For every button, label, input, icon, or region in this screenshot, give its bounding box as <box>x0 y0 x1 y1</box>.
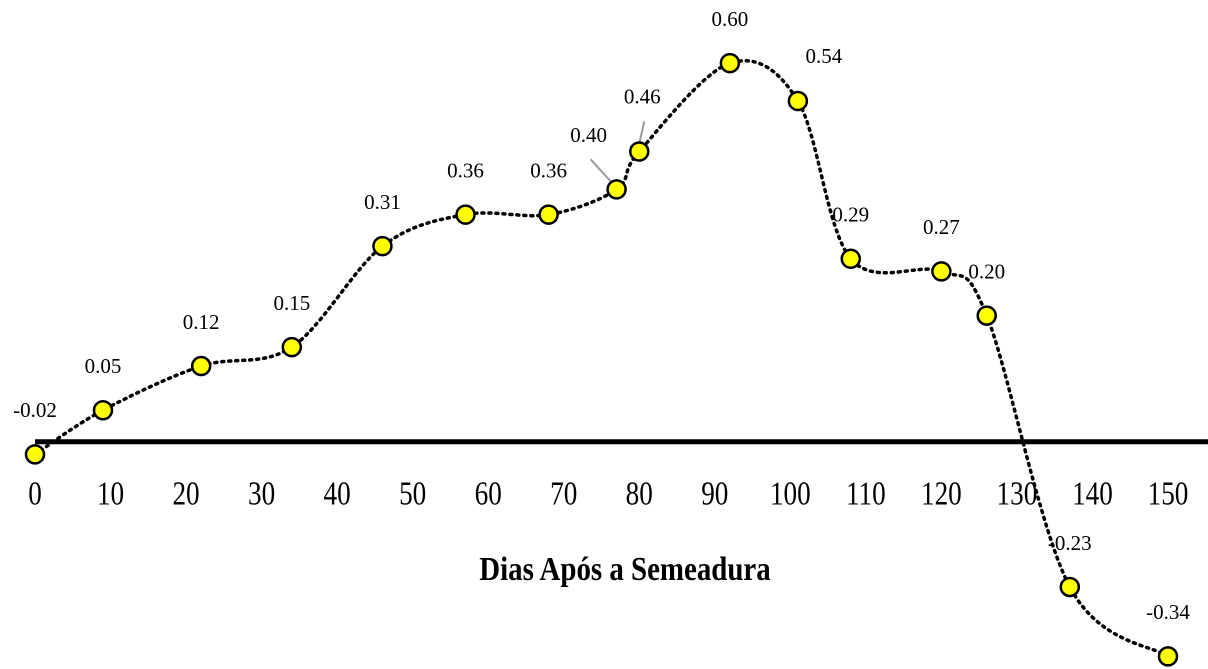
x-tick-label: 130 <box>997 475 1038 513</box>
data-label: 0.60 <box>712 7 749 31</box>
point <box>281 336 303 358</box>
data-label: -0.23 <box>1048 531 1092 555</box>
data-label: 0.31 <box>364 190 401 214</box>
data-label: 0.20 <box>968 259 1005 283</box>
x-axis-label: Dias Após a Semeadura <box>479 550 771 588</box>
point <box>606 179 627 200</box>
data-label: -0.34 <box>1146 600 1190 624</box>
point <box>629 141 650 162</box>
data-label: 0.05 <box>85 354 122 378</box>
x-tick-label: 50 <box>399 475 426 513</box>
x-tick-label: 110 <box>846 475 886 513</box>
point <box>190 355 212 377</box>
x-tick-label: 150 <box>1148 475 1189 513</box>
leader-line <box>638 121 646 144</box>
data-label: 0.40 <box>570 123 607 147</box>
point <box>719 52 741 74</box>
data-label: 0.29 <box>832 203 869 227</box>
point <box>372 235 393 257</box>
x-tick-label: 60 <box>475 475 502 513</box>
point <box>538 204 559 225</box>
point <box>24 444 46 465</box>
x-tick-label: 90 <box>701 475 728 513</box>
point <box>840 248 862 270</box>
x-tick-label: 80 <box>626 475 653 513</box>
x-tick-label: 40 <box>324 475 351 513</box>
data-label: -0.02 <box>13 398 57 422</box>
point <box>1059 576 1081 598</box>
data-label: 0.36 <box>530 158 567 182</box>
data-label: 0.54 <box>806 44 843 68</box>
leader-line <box>589 158 612 183</box>
data-label: 0.36 <box>447 158 484 182</box>
x-tick-label: 100 <box>770 475 811 513</box>
x-tick-label: 140 <box>1072 475 1113 513</box>
x-tick-label: 30 <box>248 475 275 513</box>
data-label: 0.15 <box>273 291 310 315</box>
point <box>787 90 809 112</box>
data-label: 0.27 <box>923 215 960 239</box>
point <box>1157 646 1179 667</box>
point <box>976 305 997 326</box>
x-tick-label: 120 <box>921 475 962 513</box>
data-label: 0.46 <box>624 84 661 108</box>
point <box>455 204 476 225</box>
x-tick-label: 70 <box>550 475 577 513</box>
x-tick-label: 0 <box>28 475 42 513</box>
x-tick-label: 20 <box>172 475 199 513</box>
data-label: 0.12 <box>183 310 220 334</box>
point <box>92 399 114 421</box>
point <box>931 261 952 282</box>
x-tick-label: 10 <box>97 475 124 513</box>
